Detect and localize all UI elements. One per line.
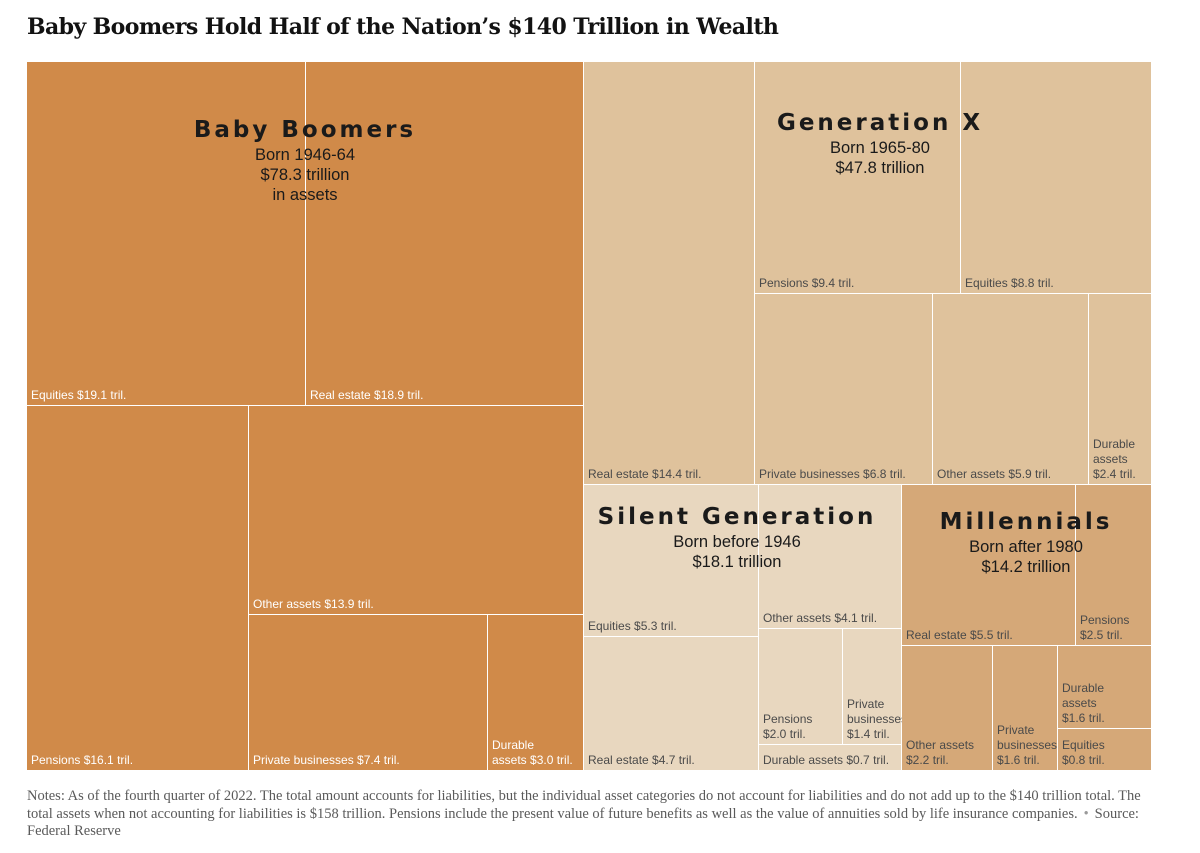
cell-silent-generation-pensions: Pensions $2.0 tril.: [759, 629, 843, 745]
cell-silent-generation-other-assets: Other assets $4.1 tril.: [759, 485, 902, 629]
cell-label: Other assets $13.9 tril.: [253, 597, 374, 611]
cell-label: Pensions $2.0 tril.: [763, 712, 813, 741]
cell-label: Pensions $2.5 tril.: [1080, 613, 1130, 642]
cell-millennials-private-businesses: Private businesses $1.6 tril.: [993, 646, 1058, 771]
cell-baby-boomers-durable-assets: Durable assets $3.0 tril.: [488, 615, 584, 771]
cell-baby-boomers-private-businesses: Private businesses $7.4 tril.: [249, 615, 488, 771]
generation-detail: $78.3 trillion: [260, 166, 350, 184]
generation-label-baby-boomers: Baby Boomers Born 1946-64 $78.3 trillion in…: [194, 115, 416, 205]
cell-label: Real estate $18.9 tril.: [310, 388, 424, 402]
cell-label: Durable assets $1.6 tril.: [1062, 681, 1105, 725]
cell-generation-x-pensions: Pensions $9.4 tril.: [755, 62, 961, 294]
cell-label: Equities $0.8 tril.: [1062, 738, 1105, 767]
source-text: Source: Federal Reserve: [27, 805, 1139, 840]
cell-label: Private businesses $1.4 tril.: [847, 697, 908, 741]
generation-name: Silent Generation: [597, 504, 877, 530]
notes-text: Notes: As of the fourth quarter of 2022.…: [27, 788, 1141, 822]
generation-detail: $47.8 trillion: [835, 159, 925, 177]
cell-baby-boomers-real-estate: Real estate $18.9 tril.: [306, 62, 584, 406]
cell-generation-x-equities: Equities $8.8 tril.: [961, 62, 1152, 294]
cell-millennials-pensions: Pensions $2.5 tril.: [1076, 485, 1152, 646]
cell-label: Real estate $14.4 tril.: [588, 467, 702, 481]
group-millennials: [902, 485, 1152, 771]
cell-label: Real estate $5.5 tril.: [906, 628, 1013, 642]
chart-title: Baby Boomers Hold Half of the Nation’s $…: [27, 14, 779, 40]
cell-silent-generation-real-estate: Real estate $4.7 tril.: [584, 637, 759, 771]
cell-label: Other assets $5.9 tril.: [937, 467, 1052, 481]
group-generation-x: [584, 62, 1152, 485]
cell-millennials-other-assets: Other assets $2.2 tril.: [902, 646, 993, 771]
generation-label-millennials: Millennials Born after 1980 $14.2 trillion: [940, 507, 1113, 577]
cell-label: Other assets $4.1 tril.: [763, 611, 878, 625]
cell-silent-generation-durable-assets: Durable assets $0.7 tril.: [759, 745, 902, 771]
cell-silent-generation-equities: Equities $5.3 tril.: [584, 485, 759, 637]
cell-silent-generation-private-businesses: Private businesses $1.4 tril.: [843, 629, 907, 745]
cell-label: Equities $5.3 tril.: [588, 619, 677, 633]
generation-detail: Born 1965-80: [829, 139, 930, 157]
generation-label-silent-generation: Silent Generation Born before 1946 $18.1 t…: [598, 502, 877, 572]
group-silent-generation: [584, 485, 902, 771]
cell-label: Durable assets $0.7 tril.: [763, 753, 890, 767]
generation-detail: Born before 1946: [673, 533, 801, 551]
cell-label: Equities $19.1 tril.: [31, 388, 127, 402]
generation-detail: $14.2 trillion: [981, 558, 1071, 576]
cell-baby-boomers-pensions: Pensions $16.1 tril.: [27, 406, 249, 771]
cell-millennials-durable-assets: Durable assets $1.6 tril.: [1058, 646, 1152, 729]
cell-generation-x-real-estate: Real estate $14.4 tril.: [584, 62, 755, 485]
cell-label: Equities $8.8 tril.: [965, 276, 1054, 290]
separator-dot: •: [1083, 805, 1089, 822]
cell-label: Private businesses $7.4 tril.: [253, 753, 400, 767]
cell-label: Other assets $2.2 tril.: [906, 738, 975, 767]
cell-millennials-real-estate: Real estate $5.5 tril.: [902, 485, 1076, 646]
generation-name: Generation X: [776, 110, 984, 136]
cell-label: Real estate $4.7 tril.: [588, 753, 695, 767]
cell-baby-boomers-equities: Equities $19.1 tril.: [27, 62, 306, 406]
cell-label: Durable assets $3.0 tril.: [492, 738, 573, 767]
group-baby-boomers: [27, 62, 584, 771]
generation-detail: $18.1 trillion: [692, 553, 782, 571]
cell-baby-boomers-other-assets: Other assets $13.9 tril.: [249, 406, 584, 615]
generation-detail: Born after 1980: [969, 538, 1083, 556]
generation-name: Baby Boomers: [193, 117, 417, 143]
cell-generation-x-durable-assets: Durable assets $2.4 tril.: [1089, 294, 1152, 485]
generation-name: Millennials: [939, 509, 1113, 535]
cell-label: Private businesses $1.6 tril.: [997, 723, 1058, 767]
generation-detail: Born 1946-64: [255, 146, 355, 164]
generation-label-generation-x: Generation X Born 1965-80 $47.8 trillion: [777, 108, 983, 178]
cell-millennials-equities: Equities $0.8 tril.: [1058, 729, 1152, 771]
cell-label: Pensions $16.1 tril.: [31, 753, 134, 767]
chart-notes: Notes: As of the fourth quarter of 2022.…: [27, 788, 1152, 840]
cell-generation-x-other-assets: Other assets $5.9 tril.: [933, 294, 1089, 485]
generation-detail: in assets: [272, 186, 338, 204]
cell-label: Pensions $9.4 tril.: [759, 276, 855, 290]
cell-generation-x-private-businesses: Private businesses $6.8 tril.: [755, 294, 933, 485]
cell-label: Private businesses $6.8 tril.: [759, 467, 906, 481]
cell-label: Durable assets $2.4 tril.: [1093, 437, 1136, 481]
